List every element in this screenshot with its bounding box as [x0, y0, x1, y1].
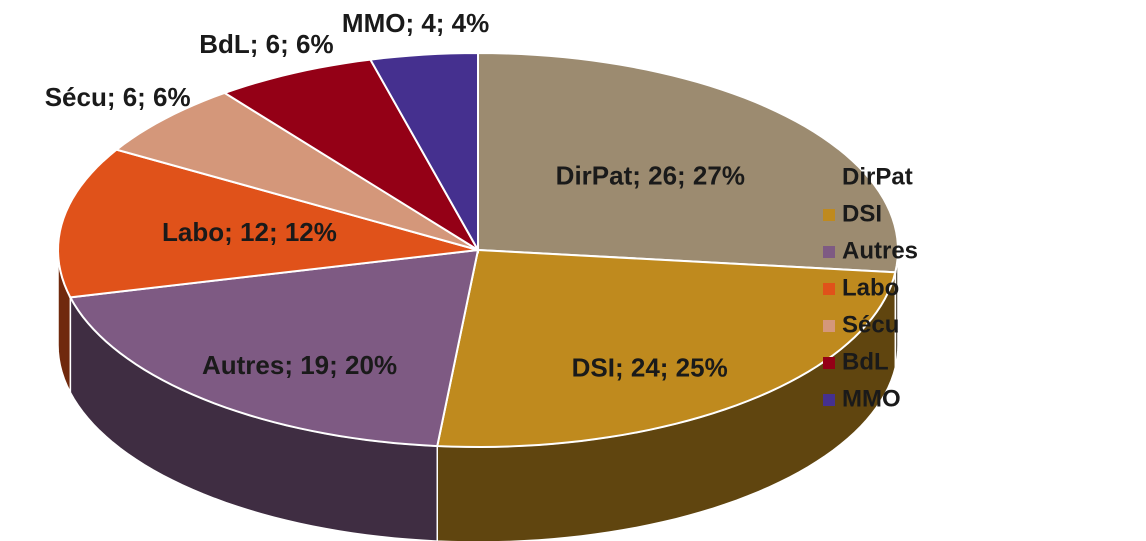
- slice: [114, 91, 479, 251]
- legend-swatch: [823, 172, 835, 184]
- legend-label: BdL: [842, 348, 889, 375]
- data-label: Sécu; 6; 6%: [45, 82, 191, 112]
- legend-swatch: [823, 394, 835, 406]
- legend-label: Labo: [842, 274, 899, 301]
- data-label: Autres; 19; 20%: [202, 350, 397, 380]
- legend-swatch: [823, 246, 835, 258]
- legend-swatch: [823, 283, 835, 295]
- legend-label: Autres: [842, 237, 918, 264]
- legend-label: DSI: [842, 200, 882, 227]
- slice: [477, 51, 899, 274]
- data-label: BdL; 6; 6%: [199, 29, 333, 59]
- legend-label: MMO: [842, 385, 901, 412]
- legend-swatch: [823, 209, 835, 221]
- slice: [436, 248, 897, 448]
- data-label: MMO; 4; 4%: [342, 8, 489, 38]
- data-label: DSI; 24; 25%: [572, 352, 728, 382]
- slice: [68, 248, 480, 448]
- legend-label: Sécu: [842, 311, 899, 338]
- data-label: DirPat; 26; 27%: [556, 161, 745, 191]
- legend-swatch: [823, 320, 835, 332]
- legend-swatch: [823, 357, 835, 369]
- legend-label: DirPat: [842, 163, 913, 190]
- slice: [57, 148, 479, 299]
- slice: [222, 58, 479, 251]
- slice: [368, 51, 479, 254]
- data-label: Labo; 12; 12%: [162, 217, 337, 247]
